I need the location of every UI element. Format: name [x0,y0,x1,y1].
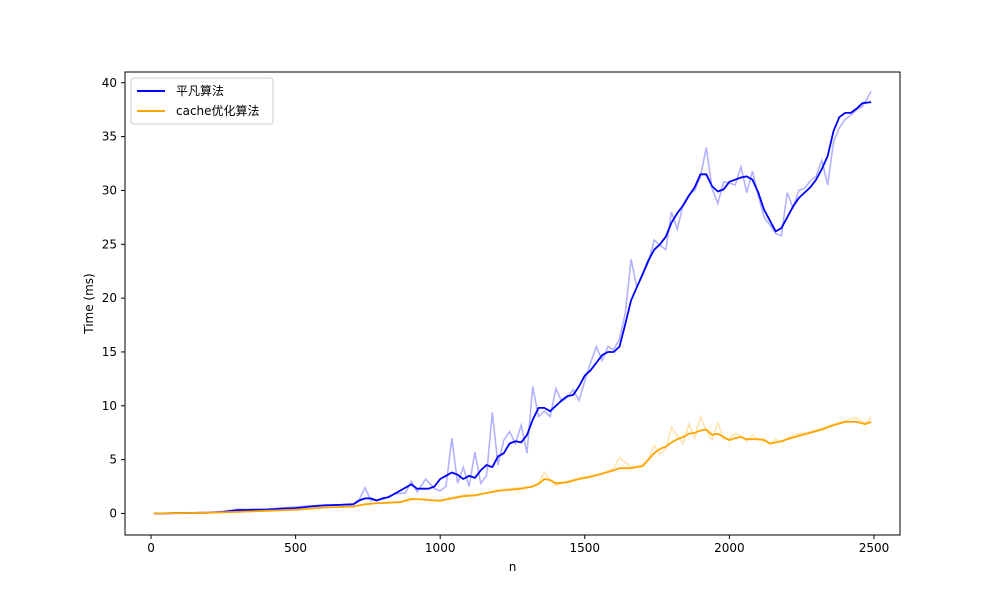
y-tick-label: 25 [102,237,117,251]
legend: 平凡算法 cache优化算法 [130,77,274,125]
y-tick-label: 20 [102,291,117,305]
smoothed-series-line-0 [153,101,872,515]
legend-entry-cache: cache优化算法 [176,103,260,118]
smoothed-series-group [153,101,872,515]
x-tick-label: 2500 [859,541,890,555]
x-tick-label: 500 [284,541,307,555]
y-tick-label: 10 [102,399,117,413]
x-tick-label: 0 [147,541,155,555]
y-tick-label: 30 [102,183,117,197]
y-axis-ticks: 0 5 10 15 20 25 30 35 40 [102,76,125,520]
x-axis-ticks: 0 500 1000 1500 2000 2500 [147,535,889,555]
y-axis-label: Time (ms) [82,273,96,335]
y-tick-label: 40 [102,76,117,90]
axes-frame [124,71,901,536]
legend-box [130,77,274,125]
y-tick-label: 5 [109,453,117,467]
y-tick-label: 15 [102,345,117,359]
legend-entry-plain: 平凡算法 [176,83,224,98]
x-axis-label: n [509,560,517,574]
x-tick-label: 1000 [425,541,456,555]
y-tick-label: 0 [109,506,117,520]
smoothed-series-line-1 [153,421,872,515]
y-tick-label: 35 [102,130,117,144]
x-tick-label: 1500 [570,541,601,555]
x-tick-label: 2000 [714,541,745,555]
